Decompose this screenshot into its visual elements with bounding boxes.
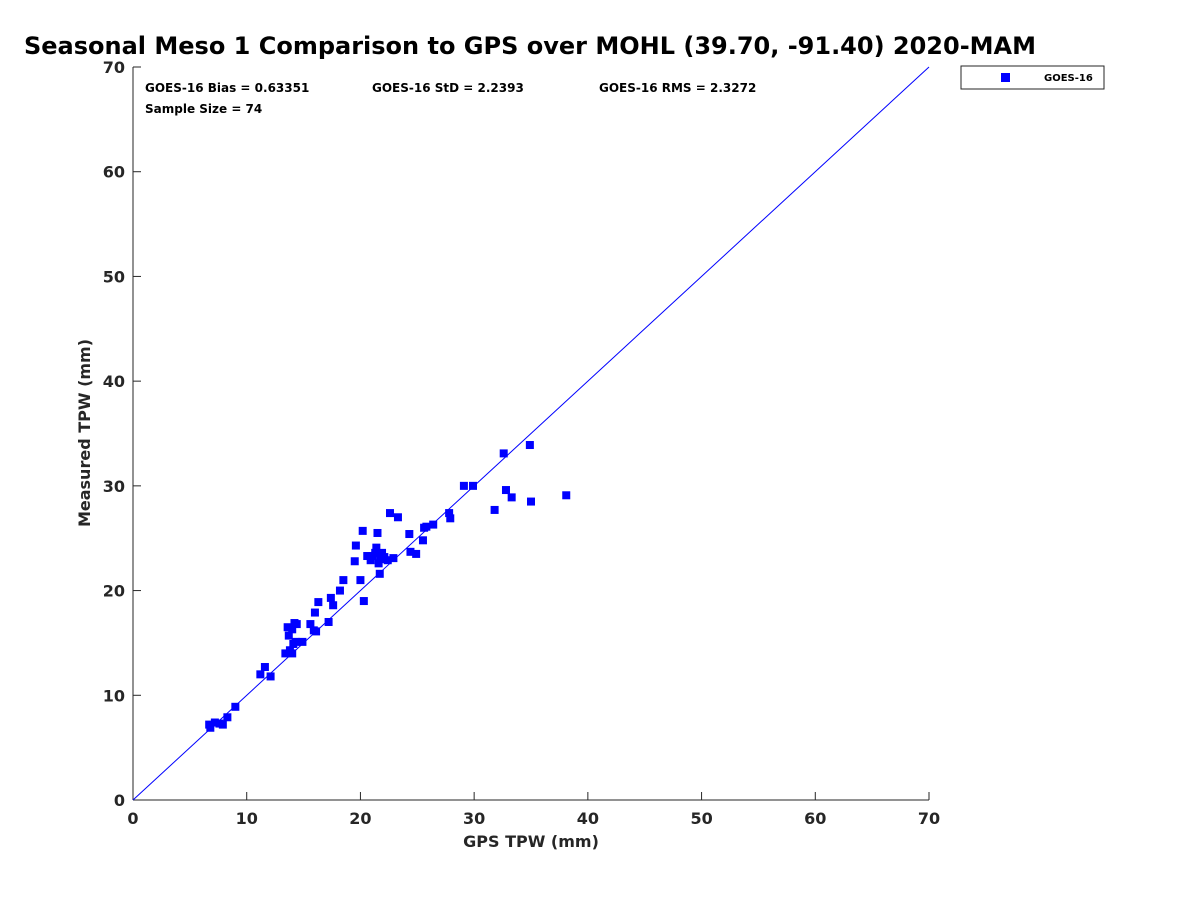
data-point <box>312 627 321 636</box>
data-point <box>351 541 360 550</box>
x-axis-ticks: 0 10 20 30 40 50 60 70 <box>127 792 940 828</box>
data-point <box>405 530 414 539</box>
data-point <box>326 593 335 602</box>
data-point <box>288 649 297 658</box>
data-point <box>525 441 534 450</box>
data-point <box>339 576 348 585</box>
data-point <box>356 576 365 585</box>
data-point <box>527 497 535 506</box>
y-tick-label: 70 <box>103 58 125 77</box>
data-point <box>383 556 392 565</box>
x-tick-label: 30 <box>463 809 485 828</box>
data-point <box>562 491 571 500</box>
data-point <box>501 486 510 495</box>
data-point <box>429 520 438 529</box>
data-point <box>260 663 269 672</box>
x-tick-label: 70 <box>918 809 940 828</box>
data-point <box>283 623 292 632</box>
data-point <box>266 672 275 681</box>
data-point <box>223 713 232 722</box>
reference-line <box>132 66 930 801</box>
data-point <box>418 536 427 545</box>
y-tick-label: 60 <box>103 163 125 182</box>
data-point <box>298 637 307 646</box>
legend-marker <box>1001 73 1010 82</box>
x-tick-label: 50 <box>690 809 712 828</box>
data-point <box>459 481 468 490</box>
data-point <box>359 597 368 606</box>
data-point <box>350 557 359 566</box>
data-point <box>206 723 215 732</box>
x-tick-label: 40 <box>577 809 599 828</box>
data-point <box>385 509 394 518</box>
y-axis-ticks: 0 10 20 30 40 50 60 70 <box>103 58 141 810</box>
data-point <box>446 514 455 523</box>
data-point <box>292 620 301 629</box>
data-point <box>363 552 372 561</box>
data-point <box>306 620 315 629</box>
data-point <box>372 543 381 552</box>
rms-annotation: GOES-16 RMS = 2.3272 <box>599 81 756 95</box>
data-point <box>374 559 383 568</box>
data-point <box>210 718 219 727</box>
data-point <box>231 702 240 711</box>
data-point <box>375 569 384 578</box>
data-points <box>205 441 571 732</box>
data-point <box>329 601 338 610</box>
x-axis-label: GPS TPW (mm) <box>463 832 599 851</box>
data-point <box>218 720 227 729</box>
sample-size-annotation: Sample Size = 74 <box>145 102 262 116</box>
data-point <box>507 493 516 502</box>
data-point <box>406 547 415 556</box>
data-point <box>288 625 297 634</box>
y-tick-label: 0 <box>114 791 125 810</box>
data-point <box>291 637 300 646</box>
data-point <box>314 598 323 607</box>
data-point <box>324 617 333 626</box>
data-point <box>284 631 293 640</box>
data-point <box>335 586 344 595</box>
x-tick-label: 20 <box>349 809 371 828</box>
x-tick-label: 60 <box>804 809 826 828</box>
data-point <box>490 505 499 514</box>
data-point <box>389 554 398 563</box>
data-point <box>373 528 382 537</box>
y-tick-label: 40 <box>103 372 125 391</box>
legend-label: GOES-16 <box>1044 73 1093 84</box>
x-tick-label: 0 <box>127 809 138 828</box>
data-point <box>378 548 387 557</box>
std-annotation: GOES-16 StD = 2.2393 <box>372 81 524 95</box>
data-point <box>412 549 421 558</box>
y-tick-label: 50 <box>103 267 125 286</box>
data-point <box>469 481 478 490</box>
legend-box <box>960 65 1105 90</box>
x-tick-label: 10 <box>236 809 258 828</box>
data-point <box>256 670 265 679</box>
data-point <box>358 526 367 535</box>
data-point <box>445 509 454 518</box>
y-tick-label: 30 <box>103 477 125 496</box>
legend: GOES-16 <box>960 65 1105 90</box>
y-axis-label: Measured TPW (mm) <box>75 339 94 527</box>
data-point <box>281 649 290 658</box>
bias-annotation: GOES-16 Bias = 0.63351 <box>145 81 309 95</box>
data-point <box>310 608 319 617</box>
data-point <box>371 548 380 557</box>
y-tick-label: 20 <box>103 582 125 601</box>
data-point <box>422 522 431 531</box>
data-point <box>499 449 508 458</box>
data-point <box>366 556 375 565</box>
data-point <box>393 513 402 522</box>
chart-title: Seasonal Meso 1 Comparison to GPS over M… <box>24 32 1036 60</box>
y-tick-label: 10 <box>103 686 125 705</box>
